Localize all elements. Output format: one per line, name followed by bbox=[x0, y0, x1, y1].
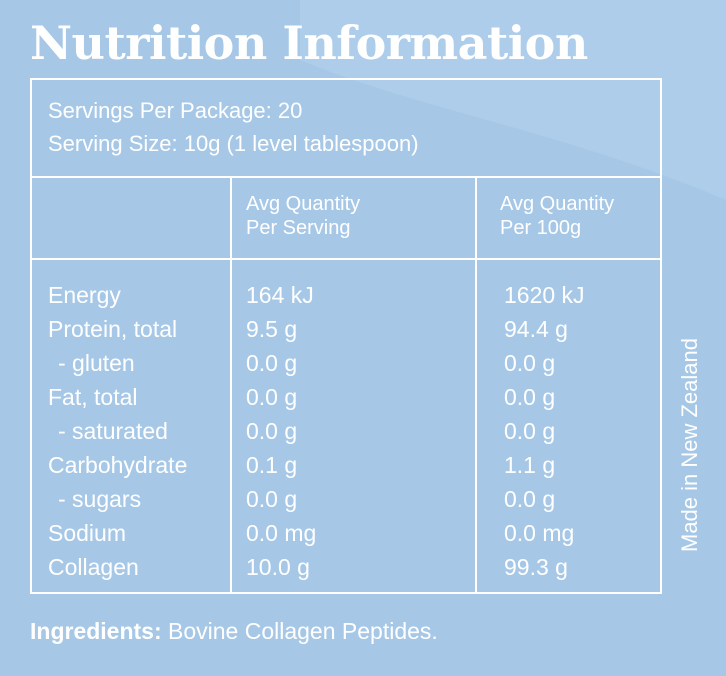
row-label: - saturated bbox=[58, 418, 168, 444]
table-row: Carbohydrate 0.1 g 1.1 g bbox=[32, 448, 660, 482]
row-label: - sugars bbox=[58, 486, 142, 512]
row-per-serving: 0.0 g bbox=[246, 384, 298, 410]
column-divider-1 bbox=[230, 176, 232, 594]
page-title: Nutrition Information bbox=[30, 16, 588, 70]
row-per-100g: 0.0 mg bbox=[504, 520, 575, 546]
nutrition-table: Servings Per Package: 20 Serving Size: 1… bbox=[30, 78, 662, 594]
row-label: - gluten bbox=[58, 350, 135, 376]
row-per-serving: 0.0 g bbox=[246, 418, 298, 444]
table-row: Fat, total 0.0 g 0.0 g bbox=[32, 380, 660, 414]
row-per-100g: 99.3 g bbox=[504, 554, 568, 580]
divider-header bbox=[32, 258, 660, 260]
row-per-serving: 164 kJ bbox=[246, 282, 314, 308]
row-per-100g: 0.0 g bbox=[504, 418, 556, 444]
column-divider-2 bbox=[475, 176, 477, 594]
row-per-serving: 0.0 g bbox=[246, 486, 298, 512]
row-label: Carbohydrate bbox=[48, 452, 188, 478]
table-row: Sodium 0.0 mg 0.0 mg bbox=[32, 516, 660, 550]
made-in-new-zealand: Made in New Zealand bbox=[677, 337, 702, 553]
ingredients-text: Bovine Collagen Peptides. bbox=[161, 618, 438, 644]
divider-servings bbox=[32, 176, 660, 178]
table-row: - gluten 0.0 g 0.0 g bbox=[32, 346, 660, 380]
column-header-per-serving: Avg Quantity Per Serving bbox=[246, 192, 360, 240]
row-per-100g: 94.4 g bbox=[504, 316, 568, 342]
ingredients-label: Ingredients: bbox=[30, 618, 162, 644]
servings-per-package: Servings Per Package: 20 bbox=[48, 98, 303, 123]
row-per-serving: 0.0 g bbox=[246, 350, 298, 376]
table-row: Energy 164 kJ 1620 kJ bbox=[32, 278, 660, 312]
row-per-serving: 10.0 g bbox=[246, 554, 310, 580]
row-label: Fat, total bbox=[48, 384, 138, 410]
row-per-100g: 0.0 g bbox=[504, 350, 556, 376]
column-header-per-100g-line1: Avg Quantity bbox=[500, 193, 615, 215]
table-row: - sugars 0.0 g 0.0 g bbox=[32, 482, 660, 516]
serving-size: Serving Size: 10g (1 level tablespoon) bbox=[48, 131, 419, 156]
row-per-serving: 0.1 g bbox=[246, 452, 298, 478]
row-per-100g: 1.1 g bbox=[504, 452, 556, 478]
row-label: Collagen bbox=[48, 554, 139, 580]
column-header-per-serving-line1: Avg Quantity bbox=[246, 193, 361, 215]
row-label: Protein, total bbox=[48, 316, 178, 342]
row-per-100g: 1620 kJ bbox=[504, 282, 585, 308]
ingredients: Ingredients: Bovine Collagen Peptides. bbox=[30, 618, 438, 645]
row-label: Energy bbox=[48, 282, 121, 308]
column-header-per-serving-line2: Per Serving bbox=[246, 217, 351, 239]
row-per-serving: 9.5 g bbox=[246, 316, 298, 342]
row-per-100g: 0.0 g bbox=[504, 486, 556, 512]
table-row: Collagen 10.0 g 99.3 g bbox=[32, 550, 660, 584]
column-header-per-100g-line2: Per 100g bbox=[500, 217, 582, 239]
table-row: - saturated 0.0 g 0.0 g bbox=[32, 414, 660, 448]
row-per-serving: 0.0 mg bbox=[246, 520, 317, 546]
table-row: Protein, total 9.5 g 94.4 g bbox=[32, 312, 660, 346]
column-header-per-100g: Avg Quantity Per 100g bbox=[500, 192, 614, 240]
row-label: Sodium bbox=[48, 520, 126, 546]
row-per-100g: 0.0 g bbox=[504, 384, 556, 410]
